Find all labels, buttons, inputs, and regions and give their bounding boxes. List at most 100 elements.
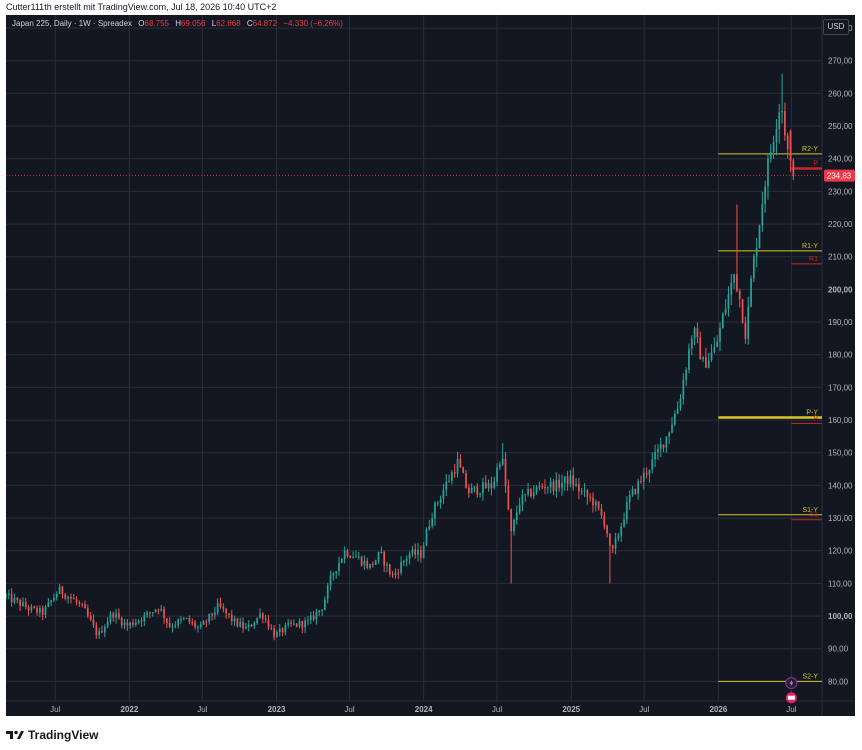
candle-body [527, 489, 529, 495]
candle-body [58, 586, 61, 594]
candle-body [120, 618, 123, 626]
x-tick-label: Jul [197, 705, 207, 714]
candle-body [199, 624, 202, 628]
candle-body [417, 549, 419, 555]
candle-body [394, 572, 397, 575]
candle-body [137, 620, 140, 623]
candle-body [278, 628, 281, 633]
candle-body [628, 494, 631, 503]
candle-body [247, 624, 250, 627]
candle-body [109, 613, 112, 622]
candle-body [352, 557, 354, 559]
candle-body [191, 622, 194, 624]
y-tick-label: 150,00 [828, 449, 853, 458]
candle-body [154, 609, 157, 613]
price-chart[interactable]: 80,00 90,00 100,00 110,00 120,00 130,00 140,00… [6, 15, 855, 716]
candle-body [16, 598, 19, 600]
candle-body [259, 613, 261, 618]
candle-body [436, 502, 439, 504]
candle-body [33, 606, 36, 608]
candle-body [228, 613, 230, 615]
candle-body [400, 562, 402, 573]
candle-body [566, 476, 569, 485]
candle-body [744, 322, 747, 340]
candle-body [769, 152, 772, 159]
candle-body [397, 572, 400, 574]
candle-body [747, 306, 750, 340]
candle-body [329, 575, 332, 586]
high-value: 69.056 [181, 19, 206, 28]
y-tick-label: 200,00 [828, 285, 853, 294]
candle-body [312, 615, 315, 620]
y-tick-label: 220,00 [828, 220, 853, 229]
candle-body [126, 622, 129, 626]
candle-body [160, 609, 163, 611]
candle-body [685, 369, 687, 381]
candle-body [36, 607, 38, 613]
candle-body [778, 112, 781, 129]
candle-body [377, 552, 380, 561]
candle-body [103, 626, 106, 633]
candle-body [642, 472, 645, 482]
candle-body [504, 458, 507, 486]
tradingview-logo-icon [6, 730, 24, 739]
candle-body [784, 111, 786, 136]
candle-body [761, 203, 764, 226]
candle-body [727, 294, 730, 309]
chart-area[interactable]: 80,00 90,00 100,00 110,00 120,00 130,00 140,00… [6, 15, 855, 716]
candle-body [578, 483, 580, 492]
candle-body [724, 308, 727, 314]
candle-body [391, 574, 394, 576]
candle-body [273, 628, 275, 638]
candle-body [730, 282, 733, 295]
candle-body [335, 571, 338, 574]
candle-body [151, 612, 154, 614]
candle-body [89, 615, 92, 620]
candle-body [177, 619, 179, 626]
candle-body [233, 618, 236, 622]
candle-body [357, 556, 360, 558]
pivot-label: S2-Y [802, 673, 818, 680]
candle-body [572, 475, 575, 486]
candle-body [552, 481, 555, 492]
candle-body [459, 458, 462, 468]
candle-body [388, 564, 391, 575]
currency-button[interactable]: USD [823, 19, 849, 35]
candle-body [614, 538, 617, 549]
flag-stripe [787, 695, 795, 700]
y-tick-label: 170,00 [828, 383, 853, 392]
candle-body [61, 586, 64, 595]
candle-body [789, 130, 792, 161]
candle-body [72, 598, 75, 600]
candle-body [264, 618, 267, 620]
candle-body [366, 561, 369, 568]
candle-body [106, 621, 109, 627]
candle-body [710, 352, 713, 361]
candle-body [53, 597, 55, 601]
candle-body [569, 475, 572, 485]
candle-body [640, 481, 642, 483]
candle-body [538, 486, 541, 488]
candle-body [462, 467, 465, 474]
candle-body [442, 489, 445, 499]
candle-body [696, 328, 699, 338]
candle-body [420, 549, 422, 558]
candle-body [439, 498, 442, 503]
candle-body [290, 622, 292, 625]
candle-body [81, 603, 84, 605]
candle-body [408, 554, 411, 559]
candle-body [304, 620, 306, 628]
candle-body [321, 609, 323, 611]
candle-body [230, 614, 233, 622]
candle-body [445, 481, 448, 490]
candle-body [253, 623, 256, 627]
candle-body [448, 480, 450, 482]
candle-body [507, 485, 510, 510]
candle-body [764, 186, 767, 204]
candle-body [705, 357, 707, 368]
candle-body [383, 552, 386, 566]
candle-body [707, 360, 710, 368]
pivot-label: P-Y [806, 409, 818, 416]
footer-brand: TradingView [6, 726, 98, 744]
candle-body [482, 482, 484, 494]
